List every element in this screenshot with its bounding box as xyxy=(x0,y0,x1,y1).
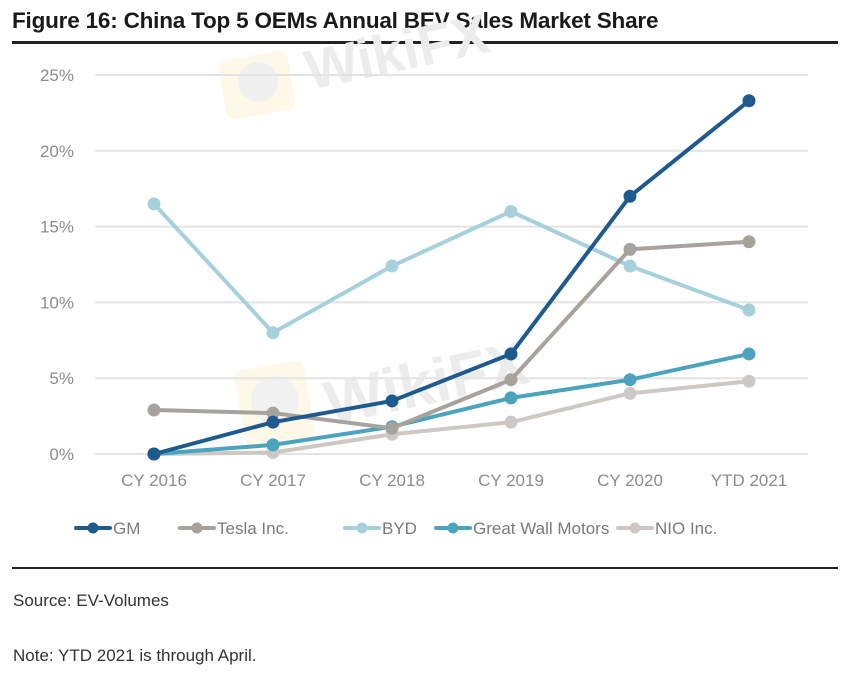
data-point-great-wall-motors xyxy=(623,373,637,387)
y-axis-ticks: 0% 5% 10% 15% 20% 25% xyxy=(40,66,74,464)
data-point-great-wall-motors xyxy=(504,391,518,405)
series-line-nio-inc xyxy=(152,379,751,456)
data-point-nio-inc xyxy=(504,415,518,429)
series-line-tesla-inc xyxy=(152,239,751,431)
x-axis-ticks: CY 2016 CY 2017 CY 2018 CY 2019 CY 2020 YTD 2… xyxy=(121,471,787,490)
legend-item-nio-inc: NIO Inc. xyxy=(616,519,717,538)
source-note: Source: EV-Volumes xyxy=(13,591,169,610)
data-point-nio-inc xyxy=(623,386,637,400)
series-line-gm xyxy=(152,98,751,456)
x-tick-label: CY 2018 xyxy=(359,471,425,490)
y-tick-label: 25% xyxy=(40,66,74,85)
legend-label: Great Wall Motors xyxy=(473,519,609,538)
data-point-gm xyxy=(504,347,518,361)
data-point-tesla-inc xyxy=(147,403,161,417)
legend-label: NIO Inc. xyxy=(655,519,717,538)
gridlines xyxy=(95,74,808,455)
data-point-byd xyxy=(623,259,637,273)
data-point-byd xyxy=(385,259,399,273)
x-tick-label: CY 2019 xyxy=(478,471,544,490)
y-tick-label: 5% xyxy=(49,369,74,388)
legend-marker-icon xyxy=(447,522,459,534)
x-tick-label: CY 2016 xyxy=(121,471,187,490)
series-byd xyxy=(147,197,756,340)
data-point-gm xyxy=(266,415,280,429)
title-divider xyxy=(12,41,838,44)
data-point-tesla-inc xyxy=(266,406,280,420)
series-line-byd xyxy=(152,201,751,335)
data-point-byd xyxy=(266,326,280,340)
legend-marker-icon xyxy=(191,522,203,534)
legend-item-byd: BYD xyxy=(343,519,417,538)
data-point-gm xyxy=(742,94,756,108)
data-point-tesla-inc xyxy=(385,421,399,435)
legend-label: GM xyxy=(113,519,140,538)
data-point-great-wall-motors xyxy=(742,347,756,361)
series-layer xyxy=(147,94,756,461)
data-point-byd xyxy=(147,197,161,211)
legend-marker-icon xyxy=(356,522,368,534)
y-tick-label: 10% xyxy=(40,293,74,312)
legend-marker-icon xyxy=(87,522,99,534)
legend-label: Tesla Inc. xyxy=(217,519,289,538)
data-point-tesla-inc xyxy=(623,242,637,256)
legend: GM Tesla Inc. BYD Great Wall Motors NIO Inc. xyxy=(74,519,717,538)
footer-divider xyxy=(12,567,838,569)
data-point-byd xyxy=(504,204,518,218)
data-point-great-wall-motors xyxy=(266,438,280,452)
series-tesla-inc xyxy=(147,235,756,435)
x-tick-label: CY 2020 xyxy=(597,471,663,490)
data-point-tesla-inc xyxy=(742,235,756,249)
data-point-tesla-inc xyxy=(504,373,518,387)
legend-item-gm: GM xyxy=(74,519,140,538)
data-point-nio-inc xyxy=(742,374,756,388)
legend-item-great-wall-motors: Great Wall Motors xyxy=(434,519,609,538)
y-tick-label: 0% xyxy=(49,445,74,464)
x-tick-label: CY 2017 xyxy=(240,471,306,490)
legend-item-tesla-inc: Tesla Inc. xyxy=(178,519,289,538)
x-tick-label: YTD 2021 xyxy=(711,471,788,490)
series-line-great-wall-motors xyxy=(152,351,751,456)
footnote: Note: YTD 2021 is through April. xyxy=(13,646,257,665)
data-point-byd xyxy=(742,303,756,317)
y-tick-label: 15% xyxy=(40,218,74,237)
legend-label: BYD xyxy=(382,519,417,538)
series-gm xyxy=(147,94,756,461)
data-point-gm xyxy=(385,394,399,408)
data-point-gm xyxy=(623,189,637,203)
y-tick-label: 20% xyxy=(40,142,74,161)
legend-marker-icon xyxy=(629,522,641,534)
figure-title: Figure 16: China Top 5 OEMs Annual BEV S… xyxy=(12,8,659,33)
data-point-gm xyxy=(147,447,161,461)
